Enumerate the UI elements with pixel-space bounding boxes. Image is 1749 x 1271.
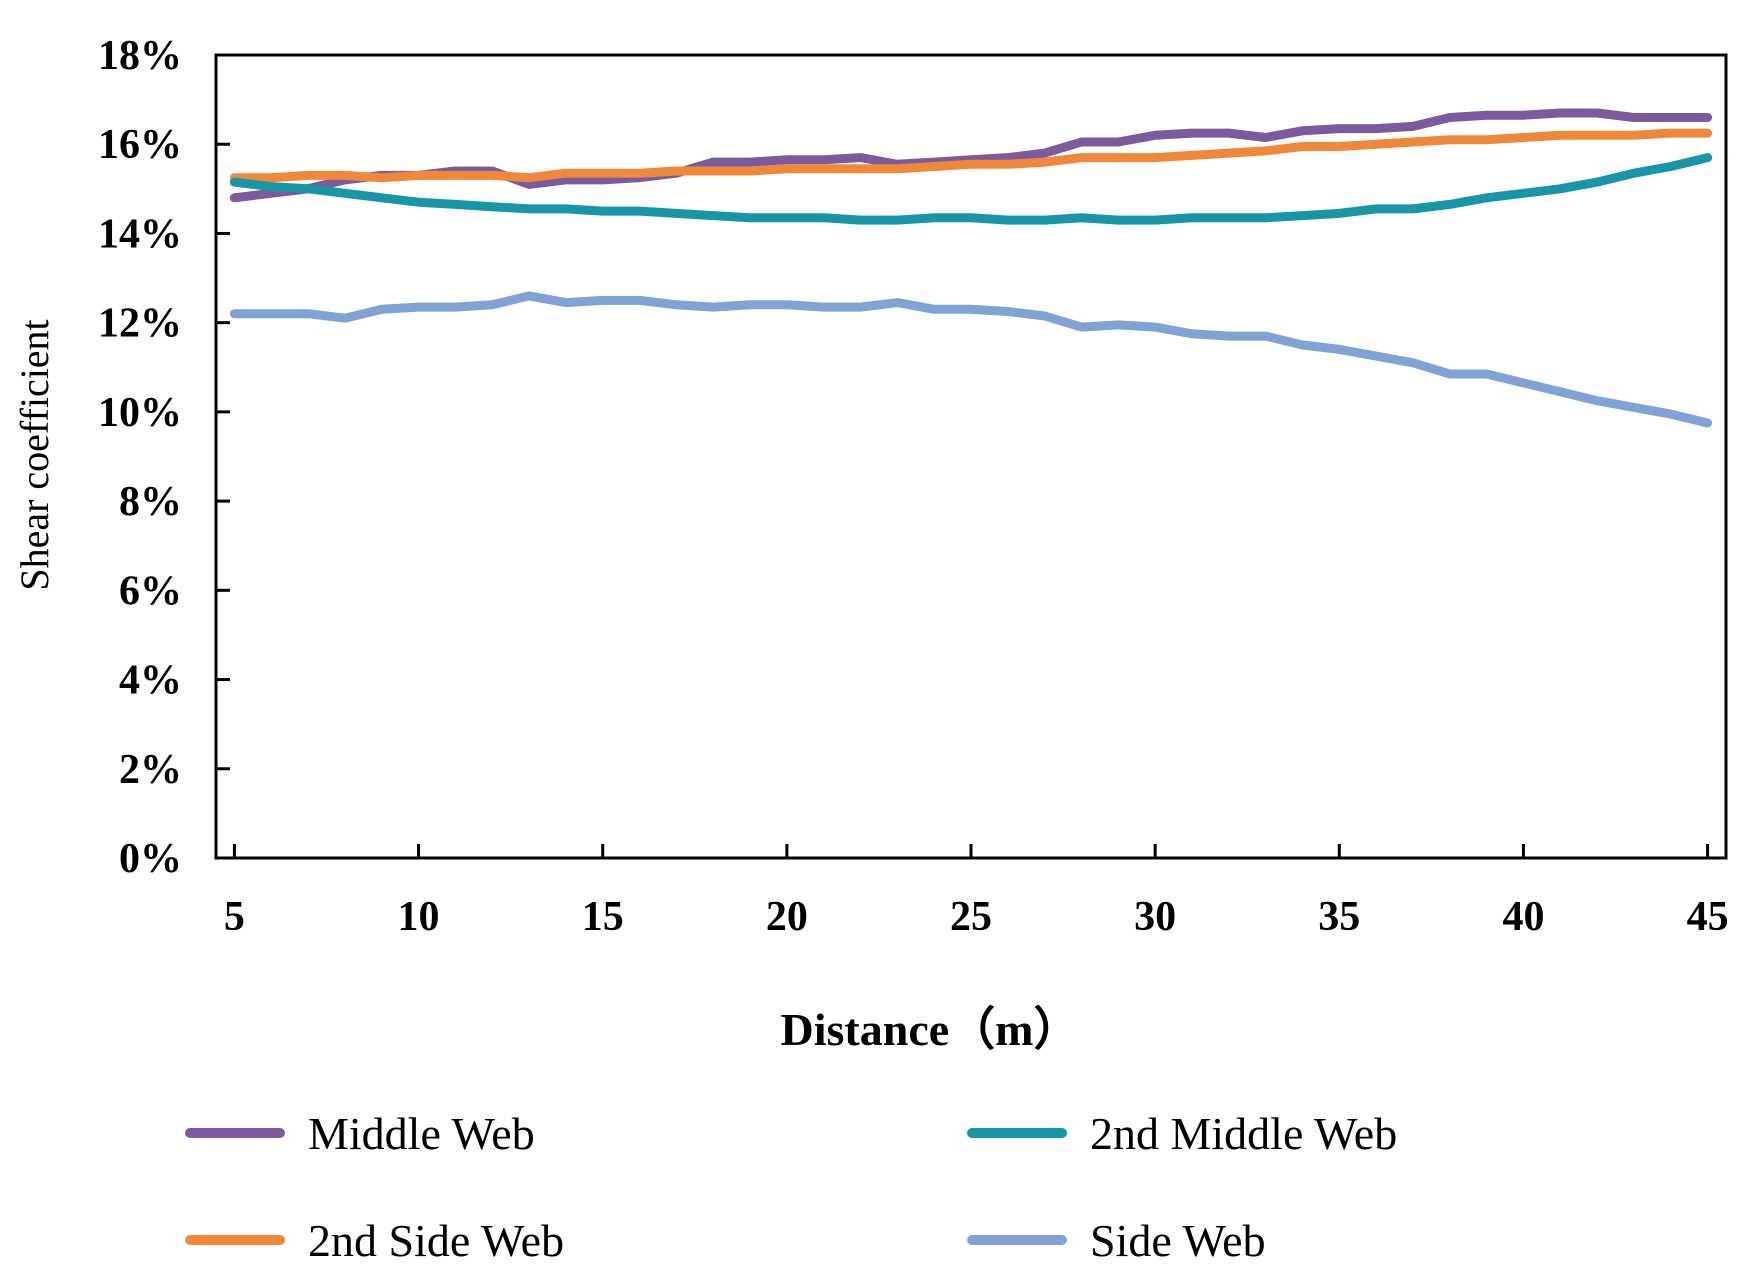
y-tick-label: 8% (119, 479, 182, 525)
y-tick-label: 10% (98, 390, 182, 436)
y-tick-label: 6% (119, 568, 182, 614)
legend: Middle Web 2nd Middle Web 2nd Side Web Side… (185, 1108, 1397, 1266)
x-tick-label: 10 (398, 894, 440, 940)
x-axis-title: Distance（m） (781, 1004, 1080, 1055)
y-axis-ticks: 0% 2% 4% 6% 8% 10% 12% 14% 16% 18% (98, 33, 230, 882)
series-line-2nd-side-web (229, 128, 1713, 183)
series-line-middle-web (229, 108, 1713, 203)
y-tick-label: 14% (98, 211, 182, 257)
y-tick-label: 12% (98, 301, 182, 347)
y-tick-label: 18% (98, 33, 182, 79)
legend-label-side-web: Side Web (1090, 1215, 1266, 1266)
x-tick-label: 20 (766, 894, 808, 940)
x-axis-ticks: 5 10 15 20 25 30 35 40 45 (224, 844, 1729, 940)
y-tick-label: 0% (119, 836, 182, 882)
y-axis-title: Shear coefficient (12, 319, 57, 590)
y-tick-label: 2% (119, 747, 182, 793)
plot-area-frame (214, 53, 1728, 860)
series-line-side-web (229, 291, 1713, 428)
series-line-2nd-middle-web (229, 153, 1713, 225)
legend-label-2nd-middle-web: 2nd Middle Web (1090, 1108, 1397, 1159)
legend-label-2nd-side-web: 2nd Side Web (308, 1215, 564, 1266)
x-tick-label: 45 (1687, 894, 1729, 940)
series-lines (229, 108, 1713, 428)
x-tick-label: 30 (1134, 894, 1176, 940)
x-tick-label: 5 (224, 894, 245, 940)
y-tick-label: 16% (98, 122, 182, 168)
x-tick-label: 15 (582, 894, 624, 940)
x-tick-label: 40 (1502, 894, 1544, 940)
x-tick-label: 25 (950, 894, 992, 940)
x-tick-label: 35 (1318, 894, 1360, 940)
legend-label-middle-web: Middle Web (308, 1108, 535, 1159)
y-tick-label: 4% (119, 658, 182, 704)
